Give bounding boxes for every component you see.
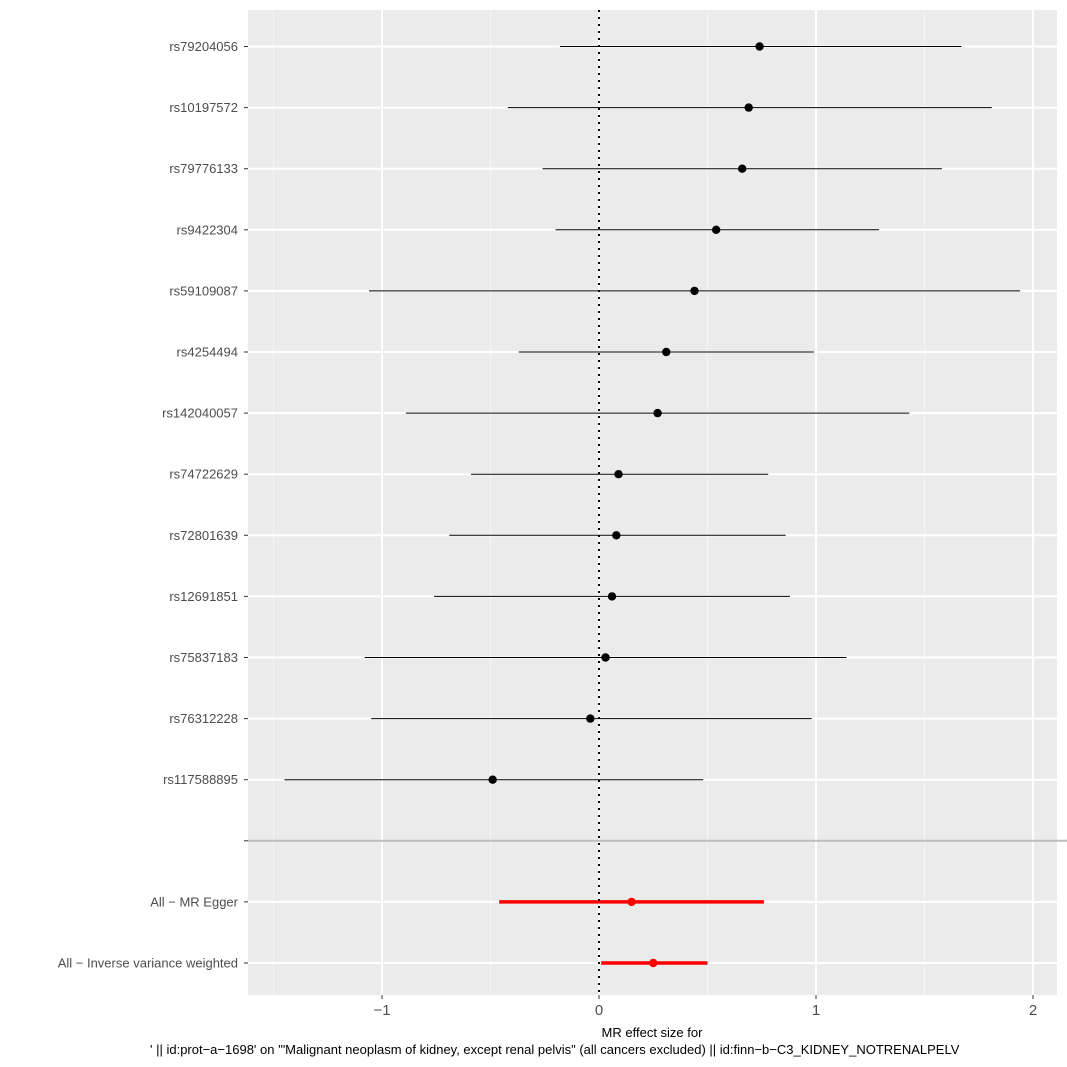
y-tick-label: rs142040057 [162, 406, 238, 421]
y-tick-label: rs10197572 [169, 100, 238, 115]
point-estimate [607, 592, 617, 601]
point-estimate [711, 225, 721, 234]
x-tick-label: 2 [1029, 1002, 1037, 1019]
y-axis-labels: rs79204056 rs10197572 rs79776133 rs9422304 r… [58, 39, 248, 971]
y-tick-label: rs79204056 [169, 39, 238, 54]
y-tick-label: All − MR Egger [150, 894, 238, 909]
point-estimate [755, 42, 764, 51]
x-axis-labels: −1 0 1 2 [373, 995, 1037, 1019]
point-estimate [690, 286, 699, 296]
y-tick-label: rs9422304 [177, 222, 238, 237]
y-tick-label: All − Inverse variance weighted [58, 956, 238, 971]
chart-marks [284, 42, 1020, 968]
y-tick-label: rs12691851 [169, 589, 238, 604]
y-tick-label: rs59109087 [169, 283, 238, 298]
y-tick-label: rs75837183 [169, 650, 238, 665]
x-axis-title-line2: ' || id:prot−a−1698' on '"Malignant neop… [150, 1042, 960, 1057]
y-tick-label: rs76312228 [169, 711, 238, 726]
x-tick-label: 0 [595, 1002, 603, 1019]
minor-gridlines [273, 10, 925, 995]
point-estimate [662, 347, 671, 357]
point-estimate [612, 531, 621, 540]
point-estimate [744, 103, 753, 112]
point-estimate [738, 164, 747, 173]
y-tick-label: rs79776133 [169, 161, 238, 176]
point-estimate [614, 470, 623, 479]
point-estimate [586, 714, 595, 723]
y-tick-label: rs117588895 [163, 772, 238, 787]
point-estimate [653, 408, 662, 418]
point-estimate [488, 775, 497, 784]
point-estimate [627, 897, 636, 907]
point-estimate [601, 653, 610, 662]
x-axis-title-line1: MR effect size for [602, 1025, 704, 1040]
plot-panel [248, 10, 1057, 995]
y-tick-label: rs74722629 [169, 467, 238, 482]
x-tick-label: −1 [373, 1002, 390, 1019]
x-tick-label: 1 [812, 1002, 820, 1019]
y-tick-label: rs4254494 [177, 345, 238, 360]
y-tick-label: rs72801639 [169, 528, 238, 543]
point-estimate [649, 958, 658, 968]
